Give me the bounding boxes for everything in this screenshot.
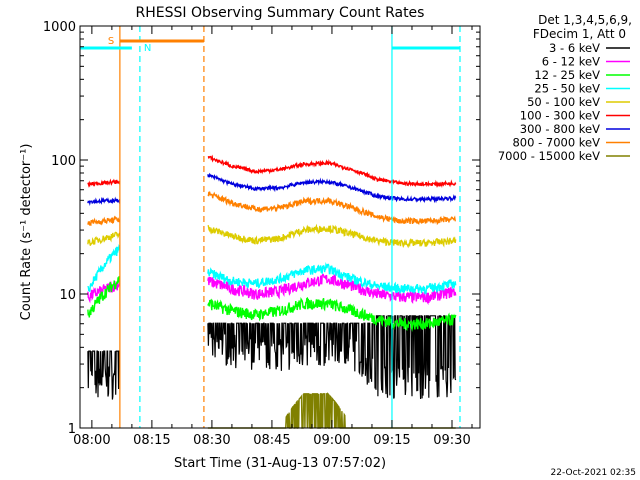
legend-entry-label: 7000 - 15000 keV [498, 149, 600, 163]
plot-frame [79, 25, 481, 429]
series-line-segment [87, 276, 121, 318]
x-tick-label: 09:15 [373, 433, 410, 448]
series-line-segment [87, 178, 121, 188]
series-line-segment [87, 244, 121, 292]
saa-label: S [108, 36, 114, 47]
series-25-50-kev [87, 244, 457, 296]
axes: 1 10 100 1000 08:00 08:15 08:30 08:45 09:00 09:15… [43, 20, 481, 448]
legend-entry-label: 300 - 800 keV [520, 122, 600, 136]
x-tick-label: 08:15 [133, 433, 170, 448]
plot-area: SN [80, 26, 461, 429]
legend-entry-label: 100 - 300 keV [520, 109, 600, 123]
series-line-segment [87, 215, 121, 227]
legend-entry-label: 50 - 100 keV [527, 95, 600, 109]
legend-entry-label: 3 - 6 keV [549, 41, 600, 55]
y-tick-label: 10 [59, 288, 76, 303]
x-tick-label: 08:00 [73, 433, 110, 448]
x-tick-label: 08:30 [193, 433, 230, 448]
series-line-segment [207, 190, 457, 226]
legend-entry-label: 800 - 7000 keV [512, 136, 600, 150]
series-line-segment [87, 196, 121, 206]
y-tick-label: 100 [51, 154, 76, 169]
x-tick-label: 09:00 [313, 433, 350, 448]
x-tick-label: 09:30 [433, 433, 470, 448]
y-tick-label: 1000 [43, 20, 76, 35]
y-tick-label: 1 [68, 422, 76, 437]
x-axis-label: Start Time (31-Aug-13 07:57:02) [174, 456, 386, 471]
series-800-7000-kev [87, 190, 457, 227]
generated-timestamp: 22-Oct-2021 02:35 [551, 468, 636, 478]
series-line-segment [207, 223, 457, 249]
series-line-segment [87, 280, 121, 304]
series-12-25-kev [87, 276, 457, 332]
series-300-800-kev [87, 172, 457, 206]
series-line-segment [87, 350, 120, 400]
series-3-6-kev [87, 315, 457, 400]
series-line-segment [207, 262, 457, 296]
legend-title-line-1: Det 1,3,4,5,6,9, [538, 13, 632, 27]
series-line-segment [207, 296, 457, 332]
legend-entry-label: 25 - 50 keV [534, 82, 600, 96]
series-line-segment [207, 315, 457, 400]
series-line-segment [207, 172, 457, 204]
y-axis-label: Count Rate (s⁻¹ detector⁻¹) [19, 144, 34, 321]
night-label: N [144, 43, 151, 54]
legend-entry-label: 6 - 12 keV [542, 55, 600, 69]
series-line-segment [87, 231, 121, 246]
series-100-300-kev [87, 154, 457, 188]
series-50-100-kev [87, 223, 457, 249]
chart-title: RHESSI Observing Summary Count Rates [136, 5, 425, 21]
x-tick-label: 08:45 [253, 433, 290, 448]
legend-entry-label: 12 - 25 keV [534, 68, 600, 82]
legend-title-line-2: FDecim 1, Att 0 [533, 27, 626, 41]
series-line-segment [207, 154, 457, 188]
